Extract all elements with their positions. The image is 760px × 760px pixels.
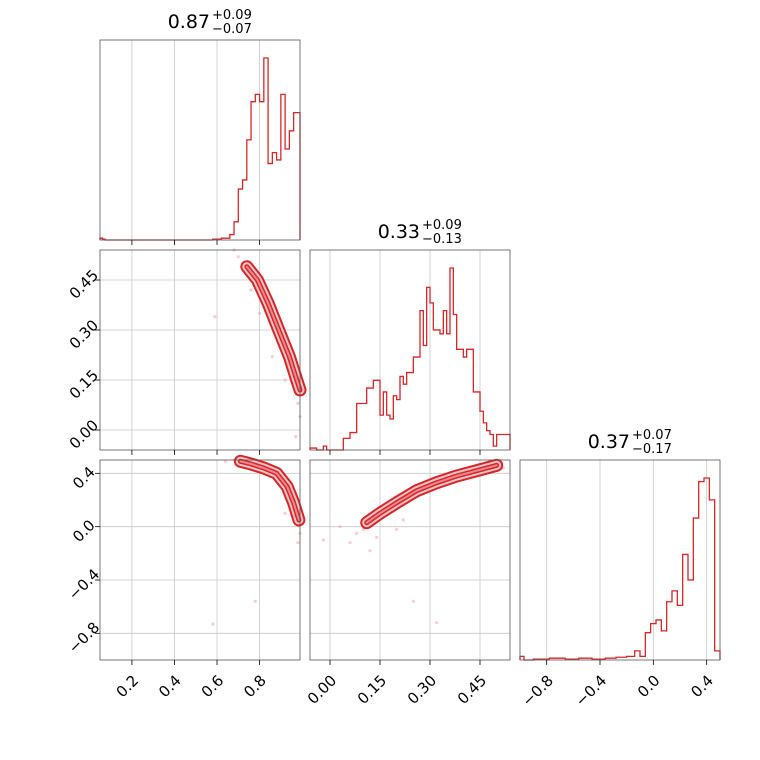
panel-frame [99, 39, 301, 241]
frames-layer [99, 39, 721, 661]
title-value-2: 0.33 [378, 221, 420, 243]
x-tick-label: 0.6 [198, 672, 228, 702]
y-tick-label: 0.00 [66, 416, 102, 452]
histogram-1 [99, 57, 301, 241]
scatter-point [435, 621, 439, 625]
scatter-point [257, 311, 262, 315]
grid-layer [100, 40, 708, 660]
text-layer: 0.000.150.300.450.2 0.4 0.6 0.8−0.8−0.40.00… [65, 8, 717, 710]
contour-band-core [245, 265, 301, 391]
scatter-point [253, 599, 257, 603]
scatter-point [283, 511, 287, 515]
scatter-point [283, 378, 287, 382]
scatter-point [411, 599, 415, 603]
scatter-point [338, 525, 342, 529]
scatter-point [211, 622, 215, 626]
y-tick-label: 0.4 [69, 463, 99, 493]
title-value-1: 0.87 [168, 11, 210, 33]
panel-frame [309, 459, 511, 661]
x-tick-label: 0.15 [354, 672, 390, 708]
scatter-point [368, 549, 372, 553]
scatter-point [223, 459, 228, 463]
y-tick-label: −0.4 [65, 565, 103, 603]
y-tick-label: 0.0 [69, 516, 99, 546]
contour-band-core [239, 460, 300, 521]
scatter-point [395, 527, 399, 531]
scatter-point [321, 538, 325, 542]
scatter-point [401, 518, 405, 522]
panel-frame [309, 249, 511, 451]
y-tick-label: 0.45 [66, 266, 102, 302]
y-tick-label: −0.8 [65, 619, 103, 657]
scatter-point [355, 531, 359, 535]
scatter-point [270, 355, 274, 359]
x-tick-label: 0.0 [634, 672, 664, 702]
y-tick-label: 0.30 [66, 316, 102, 352]
histogram-2 [309, 267, 511, 451]
scatter-point [296, 541, 300, 545]
x-tick-label: 0.8 [240, 672, 270, 702]
x-tick-label: 0.4 [155, 672, 185, 702]
scatter-point [249, 288, 253, 292]
title-minus-3: −0.17 [632, 442, 672, 457]
y-tick-label: 0.15 [66, 366, 102, 402]
scatter-point [296, 401, 300, 405]
title-plus-2: +0.09 [422, 218, 462, 233]
x-tick-label: 0.4 [687, 672, 717, 702]
title-plus-1: +0.09 [212, 8, 252, 23]
x-tick-label: 0.00 [304, 672, 340, 708]
ticks-layer [95, 240, 708, 665]
contour-band-fill [362, 460, 502, 528]
x-tick-label: −0.8 [518, 672, 556, 710]
x-tick-label: −0.4 [572, 672, 610, 710]
scatter-point [213, 315, 217, 319]
contour-band-core [365, 464, 498, 524]
scatter-point [236, 255, 240, 259]
x-tick-label: 0.2 [113, 672, 143, 702]
panel-frame [519, 459, 721, 661]
data-layer [99, 57, 721, 661]
histogram-3 [519, 477, 721, 661]
scatter-point [375, 535, 379, 539]
panel-frame [99, 249, 301, 451]
title-value-3: 0.37 [588, 431, 630, 453]
title-minus-2: −0.13 [422, 232, 462, 247]
scatter-point [348, 541, 352, 545]
x-tick-label: 0.45 [454, 672, 490, 708]
x-tick-label: 0.30 [404, 672, 440, 708]
title-minus-1: −0.07 [212, 22, 252, 37]
panel-frame [99, 459, 301, 661]
scatter-point [294, 435, 298, 439]
title-plus-3: +0.07 [632, 428, 672, 443]
